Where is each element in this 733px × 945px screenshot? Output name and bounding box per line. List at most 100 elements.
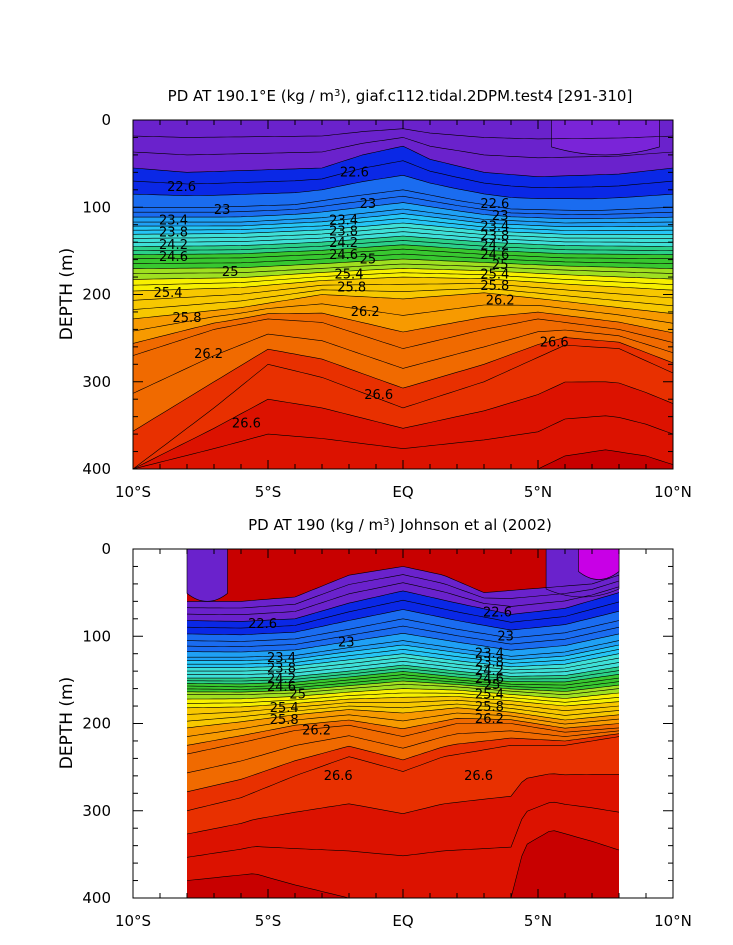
contour-label: 26.2 xyxy=(302,723,331,738)
contour-band xyxy=(551,120,660,156)
chart-panel-model: PD AT 190.1°E (kg / m3), giaf.c112.tidal… xyxy=(57,87,692,501)
contour-band xyxy=(187,693,619,708)
contour-band xyxy=(133,160,673,199)
contour-band xyxy=(133,240,673,255)
contour-band xyxy=(187,626,619,652)
contour-label: 24.2 xyxy=(329,236,358,251)
contour-band xyxy=(187,736,619,834)
contour-band xyxy=(187,653,619,672)
contour-label: 26.2 xyxy=(486,294,515,309)
contour-line xyxy=(133,303,673,332)
contour-line xyxy=(187,644,620,661)
contour-band xyxy=(133,196,673,219)
axes: 10°S 5°S EQ 5°N 10°N 0 100 200 300 400 xyxy=(82,540,692,930)
contour-band xyxy=(578,549,620,580)
y-tick-label: 200 xyxy=(82,286,111,304)
y-tick-label: 200 xyxy=(82,715,111,733)
contour-band xyxy=(187,657,619,675)
y-tick-label: 400 xyxy=(82,460,111,478)
contour-label: 24.6 xyxy=(475,672,504,687)
contour-line xyxy=(133,283,673,301)
contour-band xyxy=(133,312,673,356)
contour-line xyxy=(133,344,673,469)
contour-label: 23.8 xyxy=(475,655,504,670)
contour-band xyxy=(133,146,673,188)
plot-area: 22.62323.423.824.224.62525.425.826.226.6… xyxy=(186,549,620,898)
y-tick-label: 100 xyxy=(82,627,111,645)
contour-label: 26.6 xyxy=(324,769,353,784)
contour-line xyxy=(186,773,619,835)
x-tick-label: 10°S xyxy=(115,483,151,501)
contour-line xyxy=(186,707,620,729)
contour-band xyxy=(133,292,673,332)
contour-label: 23.4 xyxy=(329,213,358,228)
contour-band xyxy=(133,227,673,243)
contour-label: 24.6 xyxy=(329,248,358,263)
contour-band xyxy=(187,618,619,647)
contour-line xyxy=(186,688,620,700)
contour-band xyxy=(133,415,673,469)
contour-band xyxy=(133,137,673,177)
contour-band xyxy=(133,283,673,310)
contour-line xyxy=(133,217,673,231)
contour-line xyxy=(133,272,673,286)
contour-label: 23.8 xyxy=(159,226,188,241)
contour-band xyxy=(133,244,673,259)
contour-label: 24.6 xyxy=(159,250,188,265)
contour-label: 25.4 xyxy=(475,688,504,703)
contour-line xyxy=(186,609,620,636)
contour-band xyxy=(133,189,673,215)
contour-label: 25 xyxy=(360,253,377,268)
contour-band xyxy=(187,684,619,700)
x-tick-label: 5°S xyxy=(255,912,282,930)
x-tick-label: 5°S xyxy=(255,483,282,501)
contour-label: 25.4 xyxy=(154,286,183,301)
contour-line xyxy=(187,648,620,665)
contour-line xyxy=(133,174,673,200)
contour-band xyxy=(187,704,619,728)
chart-title: PD AT 190.1°E (kg / m3), giaf.c112.tidal… xyxy=(168,87,633,105)
contour-line xyxy=(133,231,673,243)
contour-band xyxy=(133,277,673,301)
contour-label: 24.6 xyxy=(267,680,296,695)
contour-label: 25 xyxy=(222,265,239,280)
contour-line xyxy=(187,632,620,653)
contour-line xyxy=(133,222,673,235)
contour-band xyxy=(133,259,673,274)
x-tick-label: EQ xyxy=(392,912,413,930)
contour-line xyxy=(187,664,620,679)
contour-line xyxy=(186,801,620,858)
contour-line xyxy=(133,263,673,274)
contour-band xyxy=(187,681,619,695)
contour-line xyxy=(133,287,673,310)
contour-line xyxy=(186,703,620,722)
contour-line xyxy=(133,248,673,259)
contour-label: 26.2 xyxy=(475,712,504,727)
contour-label: 23 xyxy=(338,635,355,650)
contour-line xyxy=(133,276,673,292)
contour-band xyxy=(187,609,619,642)
contour-line xyxy=(133,244,673,255)
contour-line xyxy=(186,733,620,793)
x-tick-label: 10°N xyxy=(654,483,692,501)
contour-band xyxy=(187,730,619,792)
contour-label: 26.6 xyxy=(464,769,493,784)
contour-line xyxy=(186,699,620,715)
contour-line xyxy=(186,590,620,622)
contour-line xyxy=(133,235,673,247)
y-axis-label: DEPTH (m) xyxy=(57,248,77,340)
contour-label: 25.4 xyxy=(270,701,299,716)
contour-line xyxy=(186,723,620,755)
contour-band xyxy=(133,318,673,394)
contour-line xyxy=(186,599,620,629)
contour-band xyxy=(187,665,619,681)
contour-line xyxy=(133,145,673,178)
contour-label: 22.6 xyxy=(248,617,277,632)
contour-band xyxy=(133,236,673,251)
contour-line xyxy=(186,618,620,642)
contour-band xyxy=(133,223,673,239)
contour-label: 23.4 xyxy=(480,219,509,234)
contour-line xyxy=(133,253,673,264)
contour-label: 26.6 xyxy=(232,417,261,432)
contour-label: 23.8 xyxy=(267,662,296,677)
